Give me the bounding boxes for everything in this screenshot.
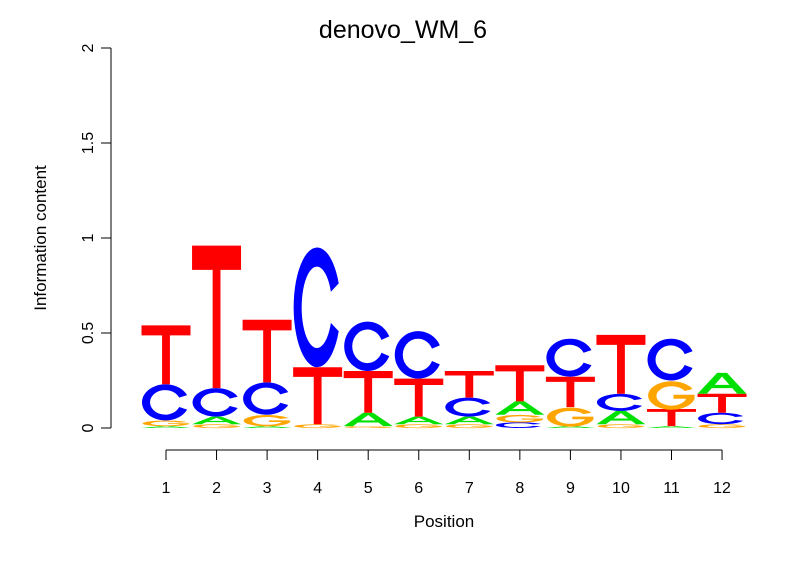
y-axis: 0 0.5 1 1.5 2 [80,43,112,432]
x-tick-label: 4 [313,480,322,497]
y-tick-label: 1 [80,233,97,242]
letter-G [445,424,493,429]
letter-C [445,397,491,417]
letter-T [141,325,191,385]
x-tick-label: 6 [414,480,423,497]
letter-T [697,393,747,413]
letter-G [294,424,341,429]
letter-G [546,407,594,427]
letter-A [343,412,393,427]
letter-C [495,422,541,428]
letter-G [648,381,695,410]
letter-T [647,409,696,427]
letter-T [444,371,494,398]
logo-stack-8 [495,365,545,428]
letter-A [192,416,242,425]
letter-C [192,388,238,417]
letter-C [647,338,693,381]
letter-T [242,319,292,383]
letter-A [545,426,595,428]
letter-C [141,384,188,421]
x-tick-label: 8 [515,480,524,497]
logo-stack-6 [394,331,444,429]
letter-C [293,247,339,368]
letter-G [243,415,291,427]
x-tick-label: 5 [364,480,373,497]
x-axis-label: Position [414,512,474,531]
logo-stack-10 [596,334,646,429]
x-tick-label: 12 [713,480,731,497]
letter-A [647,426,696,428]
letter-G [597,424,644,429]
x-tick-label: 7 [465,480,474,497]
letter-T [545,376,595,408]
logo-stack-12 [697,372,747,429]
letter-A [394,416,444,425]
letter-T [394,378,444,417]
letter-G [698,424,746,429]
letter-T [343,371,393,413]
letter-G [193,424,240,429]
x-tick-label: 3 [263,480,272,497]
letter-C [596,393,643,411]
letter-G [496,414,543,423]
chart-title: denovo_WM_6 [319,16,487,44]
logo-stack-9 [545,338,595,428]
x-tick-label: 2 [212,480,221,497]
x-tick-label: 11 [663,480,680,497]
letter-T [293,367,343,425]
y-tick-label: 2 [80,43,97,52]
logo-stack-3 [242,319,292,428]
x-tick-label: 1 [162,480,171,497]
letter-A [697,372,747,394]
letter-G [395,424,442,429]
letter-T [596,334,646,394]
logo-stack-1 [141,325,191,428]
logo-stack-4 [293,247,343,429]
letter-T [192,245,242,389]
letter-C [546,338,592,377]
x-axis: 1 2 3 4 5 6 7 8 9 10 11 12 [162,449,731,497]
letter-A [596,410,646,425]
letter-C [394,331,440,379]
logo-stack-5 [343,321,393,429]
y-axis-label: Information content [31,165,50,311]
letter-A [242,426,292,428]
logo-stack-11 [647,338,696,428]
logo-stack-7 [444,371,494,429]
logo-stacks [141,245,747,429]
letter-A [444,416,494,425]
y-tick-label: 0 [80,423,97,432]
letter-C [698,412,744,425]
letter-T [495,365,545,402]
x-tick-label: 9 [566,480,575,497]
letter-A [141,426,191,428]
logo-stack-2 [192,245,242,429]
letter-G [344,426,392,429]
x-tick-label: 10 [612,480,630,497]
letter-G [142,420,190,427]
letter-C [243,382,289,415]
letter-A [495,401,545,415]
y-tick-label: 0.5 [80,322,97,344]
letter-C [344,321,390,371]
y-tick-label: 1.5 [80,132,97,154]
